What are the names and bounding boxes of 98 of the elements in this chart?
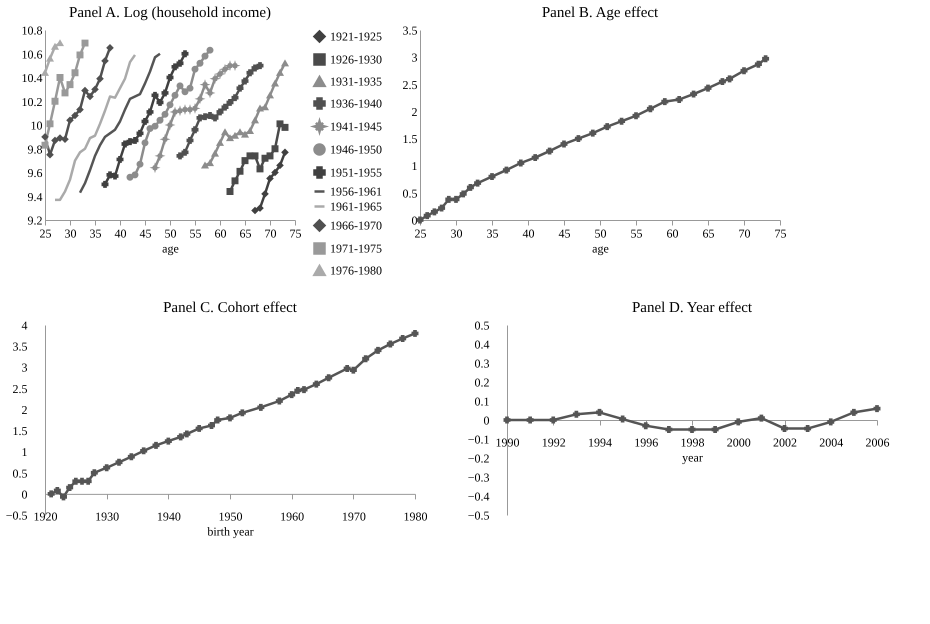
chart-title: Panel B. Age effect	[542, 5, 660, 21]
x-axis-title: birth year	[207, 524, 254, 538]
y-tick-label: 0	[484, 414, 490, 428]
legend-label: 1936-1940	[330, 96, 382, 110]
x-tick-label: 1980	[404, 509, 428, 524]
y-tick-label: 3	[22, 360, 28, 375]
x-tick-label: 1940	[156, 509, 181, 524]
y-tick-label: 0	[22, 487, 28, 502]
x-tick-label: 55	[190, 226, 202, 240]
x-axis-title: age	[162, 242, 179, 256]
y-tick-label: 9.8	[28, 142, 42, 156]
x-tick-label: 45	[558, 226, 570, 240]
chart-title: Panel A. Log (household income)	[68, 5, 272, 21]
y-tick-label: 0.5	[12, 466, 28, 480]
x-tick-label: 2002	[773, 436, 797, 450]
y-tick-label: 0.2	[474, 376, 490, 390]
y-tick-label: 2	[22, 402, 28, 417]
legend-label: 1946-1950	[330, 142, 382, 156]
chart-title: Panel D. Year effect	[632, 300, 753, 316]
y-tick-label: −0.3	[468, 470, 490, 484]
x-tick-label: 1992	[542, 436, 566, 450]
y-tick-label: 1.5	[12, 424, 28, 438]
legend-label: 1956-1961	[330, 184, 382, 198]
x-tick-label: 25	[40, 226, 52, 240]
x-axis-title: year	[682, 450, 703, 464]
y-tick-label: 3.5	[12, 340, 28, 354]
y-tick-label: 3.5	[402, 24, 418, 38]
x-tick-label: 70	[738, 226, 750, 240]
x-tick-label: 60	[214, 226, 226, 240]
x-tick-label: 35	[90, 226, 102, 240]
x-tick-label: 35	[486, 226, 498, 240]
x-tick-label: 1998	[680, 436, 704, 450]
x-tick-label: 55	[630, 226, 642, 240]
x-tick-label: 45	[140, 226, 152, 240]
y-tick-label: 2.5	[12, 382, 28, 396]
y-tick-label: 4	[22, 318, 28, 332]
y-tick-label: 9.6	[28, 166, 42, 180]
y-tick-label: 1.5	[402, 132, 418, 146]
x-tick-label: 65	[702, 226, 714, 240]
y-tick-label: 10.4	[22, 71, 42, 85]
legend-label: 1931-1935	[330, 74, 382, 88]
x-tick-label: 1930	[95, 509, 120, 524]
x-tick-label: 1970	[342, 509, 366, 524]
y-tick-label: −0.2	[468, 452, 490, 466]
x-tick-label: 40	[114, 226, 126, 240]
y-tick-label: 10.2	[22, 94, 42, 109]
y-tick-label: 0	[412, 214, 418, 228]
x-axis-title: age	[592, 242, 609, 256]
legend-label: 1941-1945	[330, 120, 382, 134]
x-tick-label: 1996	[634, 436, 658, 450]
x-tick-label: 75	[774, 226, 786, 240]
y-tick-label: 0.4	[474, 338, 490, 352]
y-tick-label: −0.1	[468, 432, 490, 446]
y-tick-label: 9.4	[28, 190, 42, 204]
x-tick-label: 2006	[866, 436, 890, 450]
y-tick-label: −0.5	[468, 508, 490, 522]
legend-label: 1971-1975	[330, 242, 382, 256]
x-tick-label: 30	[450, 226, 462, 240]
x-tick-label: 50	[164, 226, 176, 240]
legend-label: 1921-1925	[330, 30, 382, 44]
y-tick-label: 10	[30, 118, 42, 132]
line-series	[54, 54, 136, 202]
legend-label: 1951-1955	[330, 166, 382, 180]
y-tick-label: 10.6	[22, 47, 42, 62]
y-tick-label: 1	[412, 159, 418, 174]
y-tick-label: −0.4	[468, 490, 490, 504]
y-tick-label: 0.5	[402, 186, 418, 200]
y-tick-label: 2.5	[402, 78, 418, 92]
x-tick-label: 70	[264, 226, 276, 240]
x-tick-label: 25	[414, 226, 426, 240]
y-tick-label: 3	[412, 50, 418, 65]
x-tick-label: 1994	[588, 436, 612, 450]
x-tick-label: 60	[666, 226, 678, 240]
x-tick-label: 1950	[218, 509, 242, 524]
x-tick-label: 50	[594, 226, 606, 240]
x-tick-label: 1920	[34, 509, 58, 524]
y-tick-label: 0.1	[474, 394, 490, 408]
legend-label: 1961-1965	[330, 200, 382, 214]
x-tick-label: 30	[64, 226, 76, 240]
chart-title: Panel C. Cohort effect	[163, 300, 298, 316]
y-tick-label: 2	[412, 104, 418, 119]
y-tick-label: 9.2	[28, 214, 42, 228]
y-tick-label: −0.5	[6, 508, 28, 522]
legend-label: 1976-1980	[330, 264, 382, 278]
x-tick-label: 65	[240, 226, 252, 240]
y-tick-label: 10.8	[22, 24, 42, 38]
x-tick-label: 75	[290, 226, 302, 240]
y-tick-label: 0.3	[474, 356, 490, 370]
legend-label: 1966-1970	[330, 218, 382, 232]
legend-label: 1926-1930	[330, 52, 382, 66]
y-tick-label: 0.5	[474, 318, 490, 332]
x-tick-label: 2000	[726, 436, 751, 450]
line-series	[78, 52, 162, 194]
x-tick-label: 2004	[819, 436, 844, 450]
x-tick-label: 1990	[496, 436, 520, 450]
x-tick-label: 1960	[280, 509, 304, 524]
x-tick-label: 40	[522, 226, 534, 240]
y-tick-label: 1	[22, 445, 28, 460]
